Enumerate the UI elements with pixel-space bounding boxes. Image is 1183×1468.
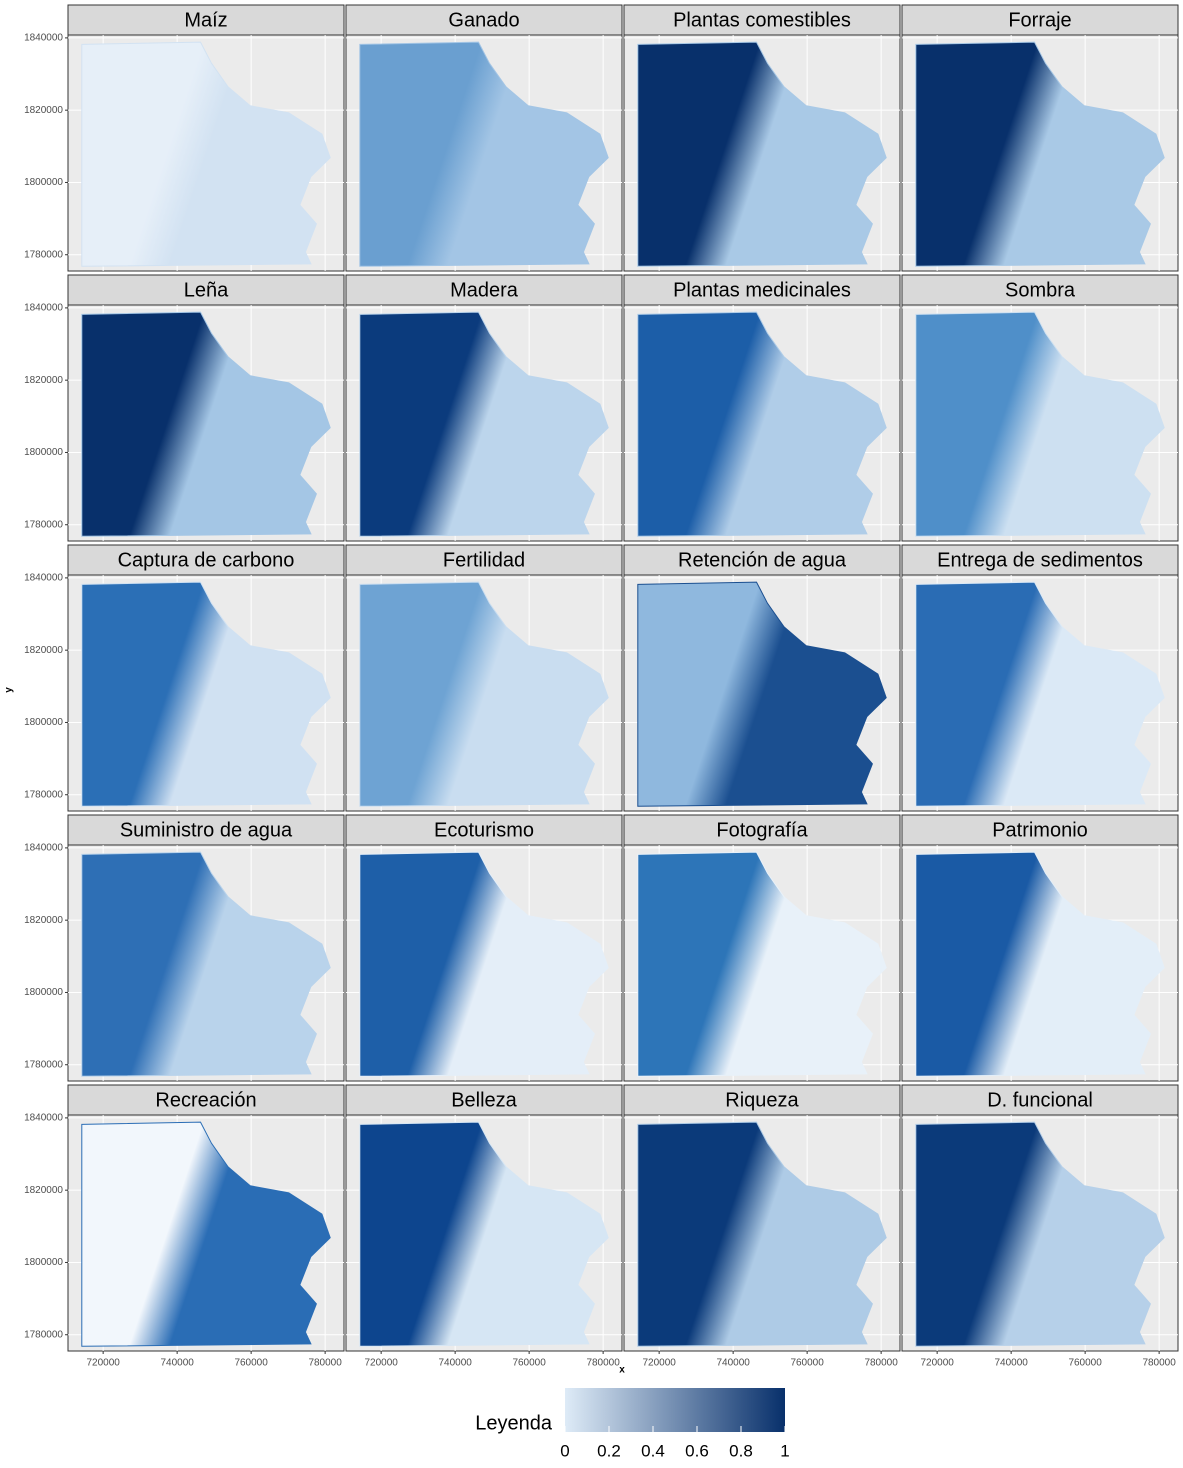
panel-title: Recreación [155,1089,256,1111]
facet-panel: Ecoturismo [346,815,622,1081]
legend-title: Leyenda [475,1412,553,1434]
figure: x y Leyenda Maíz178000018000001820000184… [0,0,1183,1463]
facet-panel: Leña [68,275,344,541]
panel-title: Maíz [184,9,227,31]
legend-tick-label: 0 [560,1441,569,1460]
y-tick-label: 1780000 [24,1059,63,1070]
x-tick-label: 760000 [790,1358,824,1369]
panel-title: Sombra [1005,279,1076,301]
legend-tick-label: 0.4 [641,1441,665,1460]
facet-panel: Plantas comestibles [624,5,900,271]
x-tick-label: 740000 [160,1358,194,1369]
y-tick-label: 1780000 [24,1329,63,1340]
y-tick-label: 1820000 [24,105,63,116]
x-tick-label: 760000 [512,1358,546,1369]
x-tick-label: 740000 [438,1358,472,1369]
y-tick-label: 1820000 [24,1185,63,1196]
panel-title: Forraje [1008,9,1071,31]
legend-tick-label: 0.2 [597,1441,621,1460]
y-tick-label: 1800000 [24,1257,63,1268]
y-tick-label: 1840000 [24,1113,63,1124]
facet-panel: Forraje [902,5,1178,271]
x-tick-label: 740000 [716,1358,750,1369]
facet-panel: Madera [346,275,622,541]
y-tick-label: 1840000 [24,33,63,44]
facet-panel: Entrega de sedimentos [902,545,1178,811]
facet-panel: Retención de agua [624,545,900,811]
facet-panel: Suministro de agua [68,815,344,1081]
legend-colorbar [565,1388,785,1432]
legend-tick-label: 0.8 [729,1441,753,1460]
panel-title: Entrega de sedimentos [937,549,1143,571]
y-tick-label: 1800000 [24,717,63,728]
legend-tick-label: 0.6 [685,1441,709,1460]
panel-title: Madera [450,279,519,301]
y-tick-label: 1840000 [24,303,63,314]
x-tick-label: 720000 [86,1358,120,1369]
panel-title: Ecoturismo [434,819,534,841]
y-tick-label: 1800000 [24,177,63,188]
y-tick-label: 1780000 [24,249,63,260]
y-tick-label: 1840000 [24,573,63,584]
facet-panel: Patrimonio [902,815,1178,1081]
x-tick-label: 720000 [920,1358,954,1369]
panel-title: Fertilidad [443,549,525,571]
panel-title: Ganado [448,9,519,31]
panel-title: Leña [184,279,229,301]
facet-panel: D. funcional [902,1085,1178,1351]
panel-title: Riqueza [725,1089,799,1111]
y-axis-label: y [4,687,15,693]
x-tick-label: 780000 [864,1358,898,1369]
x-tick-label: 740000 [994,1358,1028,1369]
y-tick-label: 1800000 [24,987,63,998]
y-tick-label: 1780000 [24,789,63,800]
y-tick-label: 1820000 [24,645,63,656]
facet-panel: Maíz [68,5,344,271]
panel-title: Patrimonio [992,819,1088,841]
x-axis-label: x [619,1365,625,1376]
x-tick-label: 780000 [308,1358,342,1369]
panel-title: Plantas medicinales [673,279,851,301]
facet-panel: Sombra [902,275,1178,541]
panel-title: Fotografía [716,819,808,841]
panel-title: D. funcional [987,1089,1093,1111]
x-tick-label: 760000 [1068,1358,1102,1369]
legend-tick-label: 1 [780,1441,789,1460]
y-tick-label: 1780000 [24,519,63,530]
x-tick-label: 720000 [642,1358,676,1369]
facet-panel: Belleza [346,1085,622,1351]
y-tick-label: 1800000 [24,447,63,458]
facet-panel: Fotografía [624,815,900,1081]
y-tick-label: 1820000 [24,915,63,926]
y-tick-label: 1820000 [24,375,63,386]
facet-panel: Recreación [68,1085,344,1351]
y-tick-label: 1840000 [24,843,63,854]
panel-title: Captura de carbono [118,549,295,571]
facet-panel: Ganado [346,5,622,271]
panel-title: Belleza [451,1089,517,1111]
facet-panel: Plantas medicinales [624,275,900,541]
page: x y Leyenda Maíz178000018000001820000184… [0,0,1183,1468]
facet-panel: Fertilidad [346,545,622,811]
x-tick-label: 720000 [364,1358,398,1369]
panel-title: Plantas comestibles [673,9,851,31]
panel-title: Retención de agua [678,549,847,571]
x-tick-label: 780000 [1142,1358,1176,1369]
x-tick-label: 760000 [234,1358,268,1369]
x-tick-label: 780000 [586,1358,620,1369]
facet-panel: Captura de carbono [68,545,344,811]
panel-title: Suministro de agua [120,819,293,841]
facet-panel: Riqueza [624,1085,900,1351]
